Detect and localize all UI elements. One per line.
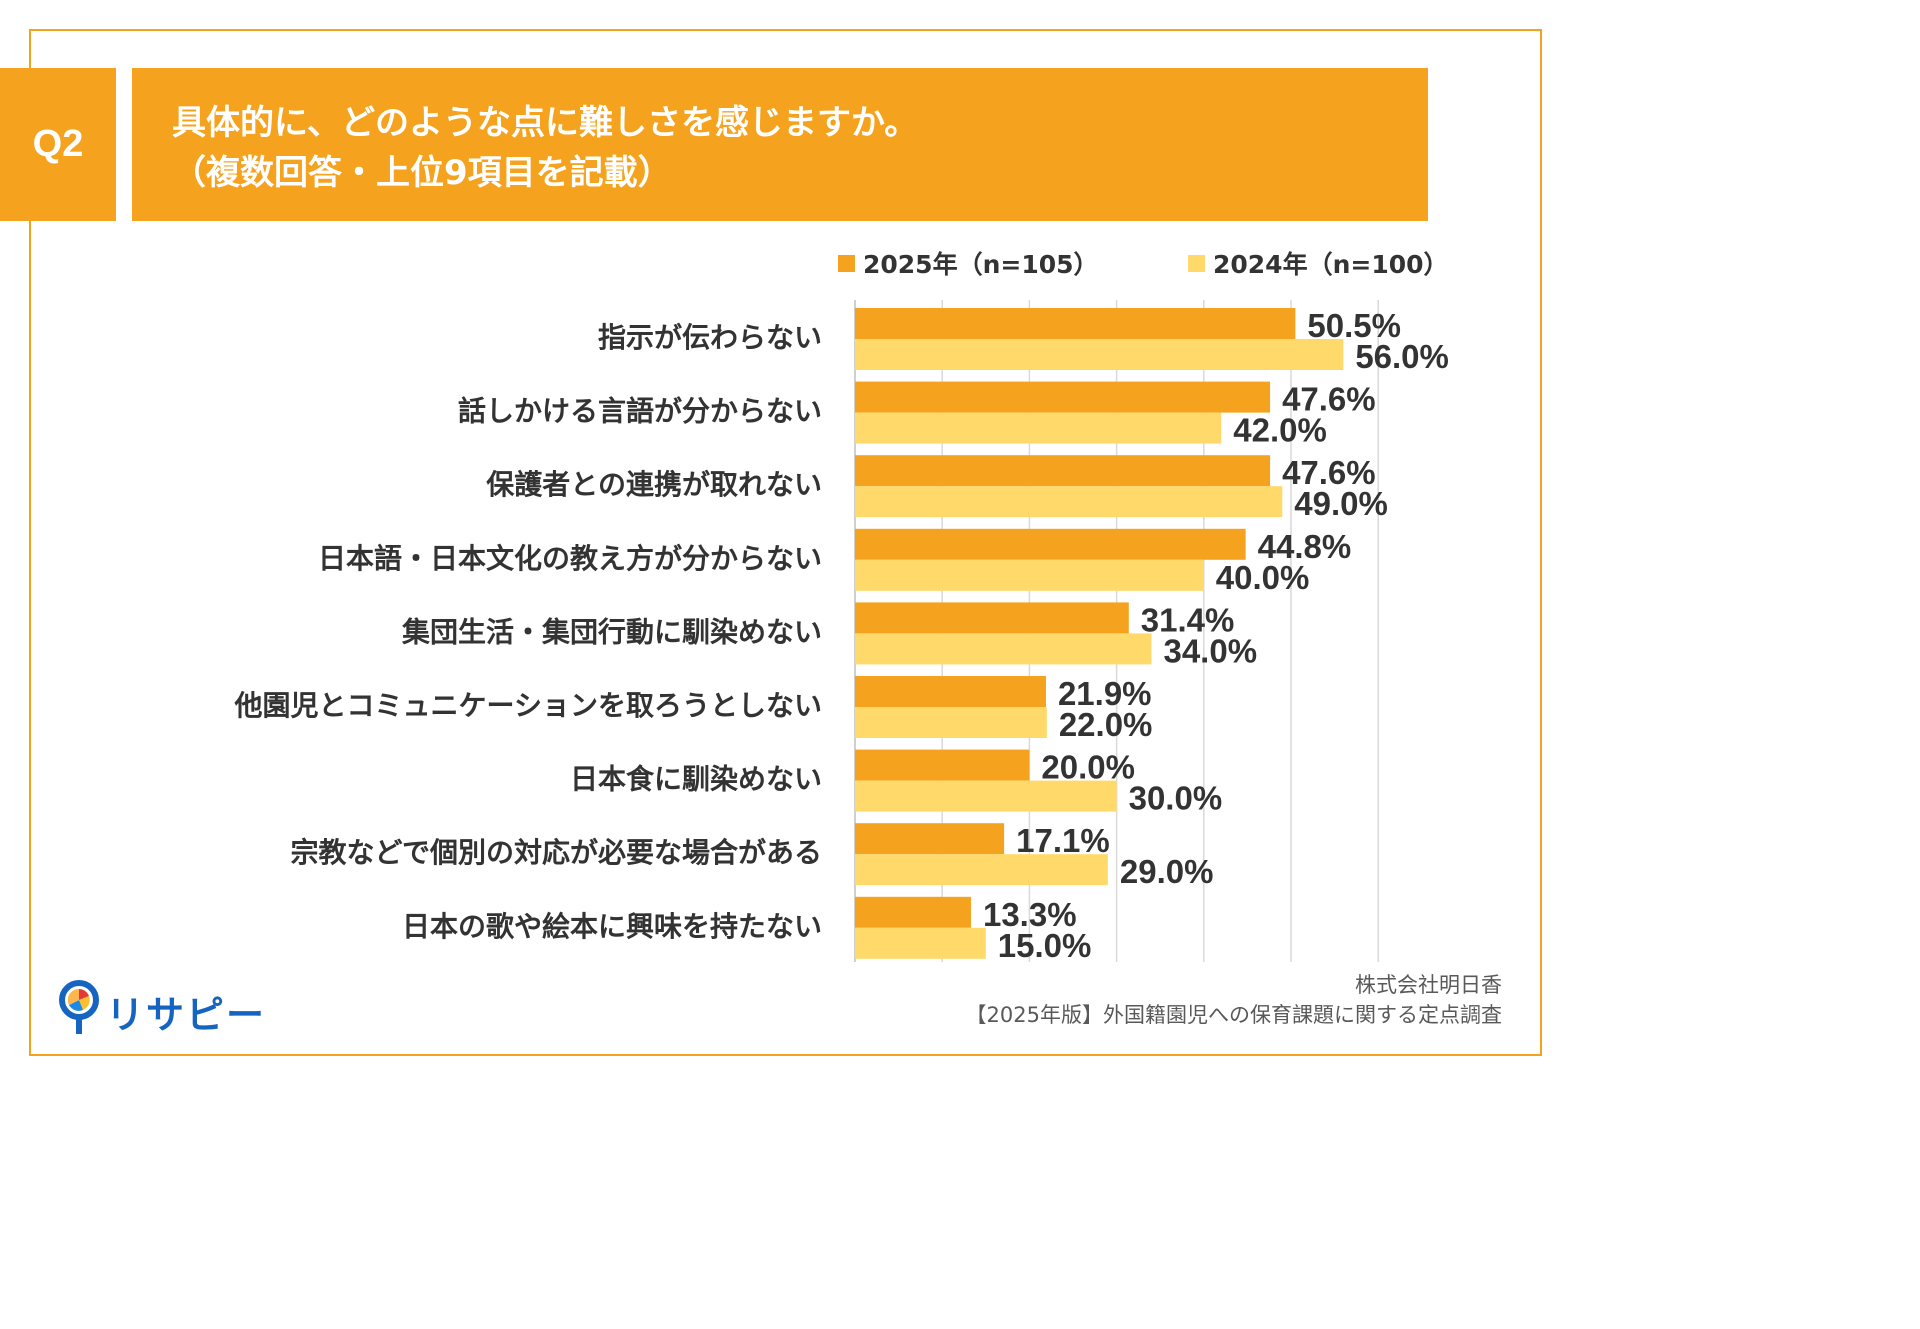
bar-2024 <box>855 339 1344 370</box>
category-label: 話しかける言語が分からない <box>458 395 822 428</box>
category-label: 日本語・日本文化の教え方が分からない <box>318 542 822 575</box>
data-label-2025: 17.1% <box>1016 822 1110 859</box>
data-label-2025: 47.6% <box>1282 381 1376 418</box>
data-label-2024: 42.0% <box>1233 412 1327 449</box>
bar-2024 <box>855 780 1117 812</box>
source-note: 株式会社明日香 【2025年版】外国籍園児への保育課題に関する定点調査 <box>966 970 1502 1030</box>
bar-2025 <box>855 896 971 928</box>
data-label-2025: 31.4% <box>1141 601 1235 638</box>
bar-2025 <box>855 676 1046 707</box>
data-label-2024: 15.0% <box>998 927 1092 964</box>
bar-2025 <box>855 528 1246 560</box>
data-label-2024: 40.0% <box>1216 559 1310 596</box>
data-label-2025: 47.6% <box>1282 454 1376 491</box>
data-label-2025: 13.3% <box>983 896 1077 933</box>
legend-item-2025: 2025年（n=105） <box>838 248 1099 279</box>
bar-2024 <box>855 707 1047 738</box>
bar-2024 <box>855 633 1152 665</box>
data-label-2024: 34.0% <box>1163 632 1257 669</box>
data-label-2025: 50.5% <box>1307 307 1401 344</box>
bar-2025 <box>855 455 1271 487</box>
bar-2025 <box>855 308 1296 339</box>
data-label-2024: 22.0% <box>1059 706 1153 743</box>
logo-pin-icon <box>59 980 99 1034</box>
bar-2025 <box>855 823 1005 855</box>
category-label: 集団生活・集団行動に馴染めない <box>401 615 822 648</box>
category-label: 保護者との連携が取れない <box>486 468 822 501</box>
question-badge-label: Q2 <box>32 123 84 165</box>
bar-2024 <box>855 854 1108 886</box>
source-survey: 【2025年版】外国籍園児への保育課題に関する定点調査 <box>965 1003 1502 1027</box>
data-label-2025: 20.0% <box>1041 749 1135 786</box>
question-badge: Q2 <box>0 68 116 221</box>
bar-2025 <box>855 602 1129 634</box>
data-label-2025: 44.8% <box>1258 528 1352 565</box>
risapi-logo: リサピー <box>56 978 264 1038</box>
legend-item-2024: 2024年（n=100） <box>1188 248 1449 279</box>
legend-swatch-2025 <box>838 254 855 272</box>
category-label: 指示が伝わらない <box>598 321 822 354</box>
question-title: 具体的に、どのような点に難しさを感じますか。 <box>172 103 919 143</box>
data-label-2024: 56.0% <box>1355 338 1449 375</box>
bar-2025 <box>855 381 1271 413</box>
bar-2024 <box>855 559 1204 591</box>
bar-2024 <box>855 486 1283 518</box>
data-label-2024: 49.0% <box>1294 485 1388 522</box>
question-subtitle: （複数回答・上位9項目を記載） <box>172 153 672 193</box>
bar-2025 <box>855 749 1030 781</box>
category-label: 他園児とコミュニケーションを取ろうとしない <box>234 689 822 722</box>
legend-swatch-2024 <box>1188 254 1205 272</box>
category-label: 日本食に馴染めない <box>570 763 822 796</box>
data-label-2025: 21.9% <box>1058 675 1152 712</box>
title-banner: 具体的に、どのような点に難しさを感じますか。 （複数回答・上位9項目を記載） <box>132 68 1428 221</box>
source-company: 株式会社明日香 <box>1355 973 1502 997</box>
data-label-2024: 29.0% <box>1120 853 1214 890</box>
category-label: 日本の歌や絵本に興味を持たない <box>402 910 822 943</box>
category-label: 宗教などで個別の対応が必要な場合がある <box>291 836 822 869</box>
data-label-2024: 30.0% <box>1129 780 1223 817</box>
bar-2024 <box>855 927 986 959</box>
outer-frame <box>29 29 1542 1056</box>
logo-wordmark: リサピー <box>106 993 267 1037</box>
legend-label-2025: 2025年（n=105） <box>863 250 1099 279</box>
bar-chart: 指示が伝わらない 50.5%56.0%話しかける言語が分からない 47.6%42.0… <box>234 300 1449 964</box>
bar-2024 <box>855 412 1222 444</box>
legend-label-2024: 2024年（n=100） <box>1213 250 1449 279</box>
